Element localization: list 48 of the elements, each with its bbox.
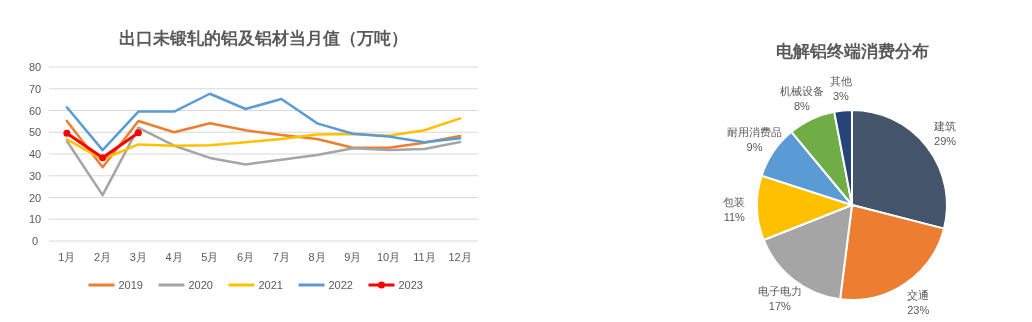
legend-label: 2021 — [258, 279, 283, 291]
x-tick-label: 9月 — [344, 251, 362, 263]
slice-label: 其他 — [829, 74, 852, 87]
x-tick-label: 6月 — [237, 251, 255, 263]
y-tick-label: 80 — [28, 61, 42, 73]
x-tick-label: 5月 — [201, 251, 219, 263]
x-tick-label: 10月 — [377, 251, 401, 263]
legend-label: 2019 — [118, 279, 143, 291]
slice-label: 电子电力 — [757, 285, 802, 298]
x-tick-label: 3月 — [129, 251, 147, 263]
line-series — [65, 117, 462, 161]
x-tick-label: 11月 — [413, 251, 436, 263]
point — [99, 154, 107, 162]
x-tick-label: 8月 — [308, 251, 326, 263]
slice-label: 包装 — [723, 195, 746, 208]
y-tick-label: 20 — [28, 191, 42, 204]
legend-label: 2022 — [328, 279, 353, 291]
x-tick-label: 12月 — [448, 251, 472, 263]
data-label: 3% — [832, 89, 850, 102]
data-label: 11% — [723, 210, 746, 223]
x-tick-label: 1月 — [58, 251, 76, 263]
y-tick-label: 70 — [28, 82, 42, 95]
slice-label: 耐用消费品 — [727, 125, 783, 138]
chart-title: 电解铝终端消费分布 — [775, 42, 929, 61]
y-tick-label: 0 — [31, 235, 39, 247]
y-tick-label: 30 — [28, 169, 42, 182]
y-tick-label: 40 — [28, 148, 42, 160]
slice-label: 机械设备 — [779, 85, 824, 98]
chart-title: 出口未锻轧的铝及铝材当月值（万吨） — [119, 29, 408, 48]
line-series — [65, 92, 462, 152]
data-label: 23% — [907, 304, 930, 317]
line-series — [65, 126, 462, 197]
legend-label: 2020 — [188, 279, 213, 291]
slice-label: 建筑 — [933, 119, 957, 132]
slice-label: 交通 — [907, 289, 930, 302]
x-tick-label: 7月 — [272, 251, 290, 263]
legend-label: 2023 — [398, 279, 423, 291]
data-label: 29% — [934, 134, 957, 147]
data-label: 17% — [768, 300, 792, 313]
x-tick-label: 4月 — [165, 251, 183, 263]
y-tick-label: 10 — [28, 213, 42, 226]
y-tick-label: 50 — [28, 126, 42, 139]
y-tick-label: 60 — [28, 104, 42, 117]
data-label: 8% — [793, 100, 811, 113]
data-label: 9% — [746, 140, 763, 153]
point — [63, 129, 71, 137]
point — [134, 129, 142, 137]
x-tick-label: 2月 — [94, 251, 112, 263]
